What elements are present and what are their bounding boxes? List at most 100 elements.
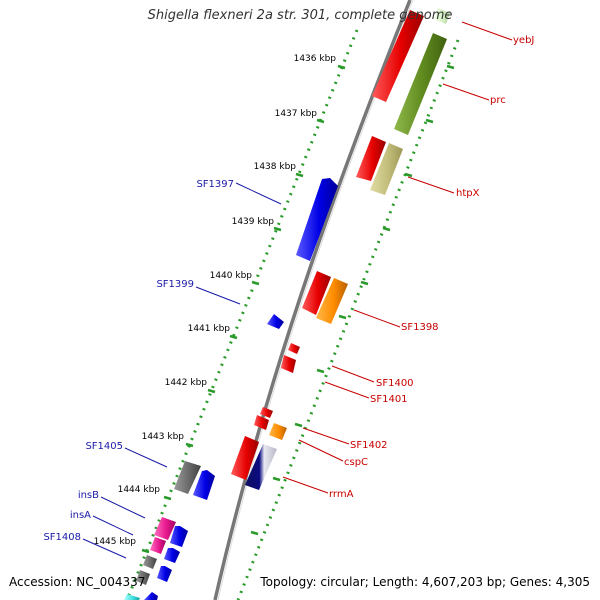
inner-major-ticks [141, 64, 346, 554]
gene-blue-r2[interactable] [170, 526, 188, 547]
gene-red-small[interactable] [254, 415, 269, 430]
forward-strand-genes [231, 8, 450, 490]
callout-line [195, 286, 241, 305]
gene-label-cspC[interactable]: cspC [344, 457, 368, 468]
gene-label-SF1399[interactable]: SF1399 [156, 279, 194, 290]
reverse-gene-labels: SF1397 SF1399 SF1405 insB insA SF1408 [43, 179, 234, 543]
gene-label-SF1398[interactable]: SF1398 [401, 322, 439, 333]
reverse-callouts [82, 182, 282, 559]
tick-label: 1445 kbp [94, 537, 137, 547]
tick-mark [425, 118, 434, 124]
tick-label: 1443 kbp [142, 432, 185, 442]
tick-label: 1439 kbp [232, 217, 275, 227]
gene-prc[interactable] [394, 33, 447, 135]
gene-SF1398[interactable] [316, 278, 348, 324]
callout-line [82, 538, 127, 559]
tick-label: 1437 kbp [275, 109, 318, 119]
gene-red-unnamed-2[interactable] [302, 271, 331, 315]
callout-line [442, 83, 490, 101]
gene-label-htpX[interactable]: htpX [456, 188, 480, 199]
gene-SF1397[interactable] [296, 178, 338, 261]
gene-label-yebJ[interactable]: yebJ [513, 35, 534, 46]
tick-mark [337, 64, 346, 70]
gene-insA[interactable] [150, 537, 166, 554]
forward-callouts [282, 21, 513, 494]
genome-backbone [213, 0, 412, 600]
callout-line [324, 381, 370, 399]
gene-label-SF1402[interactable]: SF1402 [350, 440, 388, 451]
callout-line [353, 309, 401, 328]
tick-mark [404, 172, 413, 178]
tick-label: 1438 kbp [254, 162, 297, 172]
tick-mark [251, 280, 260, 286]
scale-tick-labels: 1436 kbp 1437 kbp 1438 kbp 1439 kbp 1440… [94, 54, 337, 547]
tick-mark [446, 64, 455, 70]
tick-mark [295, 172, 304, 178]
accession-label: Accession: NC_004337 [9, 575, 146, 589]
gene-label-prc[interactable]: prc [490, 95, 506, 106]
callout-line [92, 515, 134, 536]
gene-cyan-bottom[interactable] [124, 594, 140, 600]
gene-label-SF1400[interactable]: SF1400 [376, 378, 414, 389]
tick-mark [185, 442, 194, 448]
gene-label-SF1405[interactable]: SF1405 [85, 441, 123, 452]
reverse-strand-genes [124, 178, 338, 600]
gene-SF1400[interactable] [288, 343, 300, 354]
gene-htpX[interactable] [370, 143, 403, 195]
callout-line [235, 182, 282, 205]
callout-line [124, 447, 168, 468]
callout-line [298, 439, 344, 462]
gene-red-unnamed-1[interactable] [356, 136, 386, 181]
tick-label: 1441 kbp [188, 324, 231, 334]
tick-mark [141, 548, 150, 554]
forward-gene-labels: yebJ prc htpX SF1398 SF1400 SF1401 SF140… [329, 35, 534, 500]
gene-SF1402[interactable] [260, 407, 273, 418]
inner-tick-ring [125, 29, 359, 600]
callout-line [331, 365, 375, 383]
gene-rrmA[interactable] [245, 444, 277, 490]
gene-blue-r5[interactable] [144, 592, 158, 600]
gene-label-insB[interactable]: insB [78, 490, 99, 501]
gene-SF1399[interactable] [267, 314, 284, 329]
genome-summary-label: Topology: circular; Length: 4,607,203 bp… [260, 575, 590, 589]
gene-SF1408[interactable] [143, 555, 157, 569]
gene-label-SF1408[interactable]: SF1408 [43, 532, 81, 543]
tick-mark [163, 495, 172, 501]
gene-yebJ[interactable] [372, 10, 424, 102]
tick-label: 1440 kbp [210, 271, 253, 281]
tick-mark [294, 422, 303, 428]
gene-label-SF1397[interactable]: SF1397 [196, 179, 234, 190]
gene-SF1405[interactable] [174, 461, 201, 494]
gene-red-unnamed-3[interactable] [231, 436, 259, 480]
tick-label: 1444 kbp [118, 485, 161, 495]
callout-line [282, 476, 329, 494]
tick-mark [272, 476, 281, 482]
tick-label: 1436 kbp [294, 54, 337, 64]
gene-label-rrmA[interactable]: rrmA [329, 489, 354, 500]
tick-mark [360, 280, 369, 286]
tick-mark [229, 334, 238, 340]
gene-SF1401[interactable] [281, 355, 296, 373]
tick-mark [273, 226, 282, 232]
tick-mark [250, 530, 259, 536]
gene-label-SF1401[interactable]: SF1401 [370, 394, 408, 405]
tick-mark [338, 314, 347, 320]
gene-blue-r4[interactable] [157, 566, 172, 582]
tick-mark [382, 226, 391, 232]
gene-label-insA[interactable]: insA [70, 510, 91, 521]
gene-blue-r3[interactable] [164, 548, 180, 563]
gene-insB[interactable] [154, 517, 176, 540]
gene-yebJ-tail [434, 8, 450, 24]
gene-gray-bottom[interactable] [136, 570, 150, 585]
tick-mark [207, 388, 216, 394]
callout-line [302, 427, 350, 445]
tick-label: 1442 kbp [165, 378, 208, 388]
callout-line [407, 176, 455, 194]
tick-mark [316, 118, 325, 124]
gene-blue-r1[interactable] [193, 470, 215, 500]
gene-cspC[interactable] [269, 423, 287, 440]
callout-line [100, 496, 146, 519]
callout-line [461, 21, 513, 41]
outer-major-ticks [250, 64, 455, 536]
